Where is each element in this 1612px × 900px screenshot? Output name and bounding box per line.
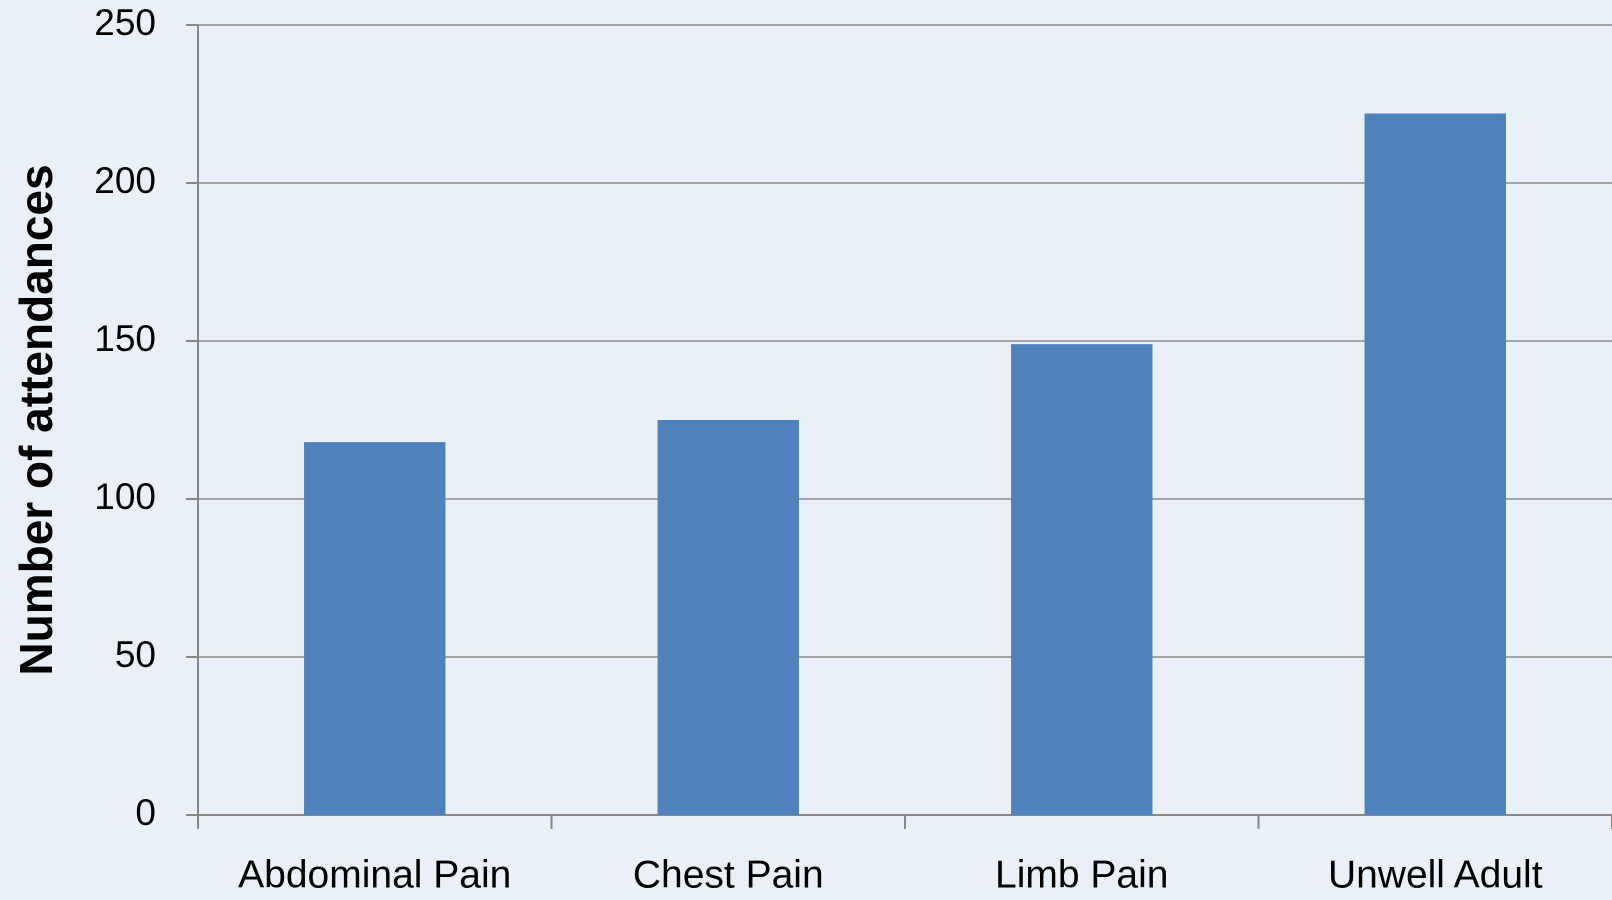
bar: [1364, 113, 1506, 816]
y-axis-label: Number of attendances: [10, 164, 62, 675]
bar: [1011, 344, 1153, 815]
y-tick-label: 150: [94, 318, 156, 359]
x-tick-label: Abdominal Pain: [238, 853, 511, 896]
y-tick-label: 0: [135, 792, 156, 833]
x-tick-label: Unwell Adult: [1328, 853, 1543, 896]
y-tick-label: 100: [94, 476, 156, 517]
bar: [657, 420, 799, 815]
x-tick-label: Chest Pain: [633, 853, 824, 896]
y-tick-label: 250: [94, 2, 156, 43]
y-tick-label: 200: [94, 160, 156, 201]
x-tick-label: Limb Pain: [995, 853, 1168, 896]
bar: [304, 442, 446, 815]
y-tick-label: 50: [115, 634, 156, 675]
